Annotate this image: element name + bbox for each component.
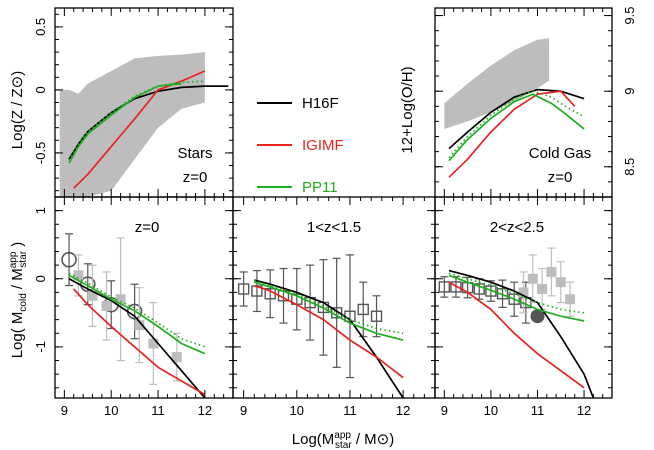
series-line-pp11-dotted	[254, 279, 404, 335]
data-point-circle	[61, 251, 77, 268]
observed-range-band	[444, 38, 550, 130]
y-tick-label: -0.5	[33, 142, 48, 164]
y-axis-label-oh: 12+Log(O/H)	[399, 66, 416, 153]
panel-label-z1: 1<z<1.5	[307, 219, 361, 236]
x-tick-label: 9	[61, 403, 68, 418]
panel-z2-2.5: 9 10 11 12 2<z<2.5	[434, 196, 613, 418]
x-tick-label: 10	[484, 403, 498, 418]
data-point-square	[171, 352, 182, 363]
panel-frame	[434, 196, 613, 399]
x-tick-label: 9	[240, 403, 247, 418]
series-line-pp11	[448, 93, 585, 162]
x-tick-label: 11	[151, 403, 165, 418]
data-point-square	[115, 294, 126, 305]
series-line-h16f	[68, 85, 229, 160]
panel-label-z2: 2<z<2.5	[490, 219, 544, 236]
data-point-square	[565, 294, 576, 305]
data-point-square	[237, 283, 250, 295]
x-tick-label: 12	[198, 403, 212, 418]
panel-label-z0: z=0	[135, 219, 160, 236]
y-tick-label: 9	[622, 88, 637, 95]
x-tick-label: 10	[290, 403, 304, 418]
data-point-square	[357, 303, 369, 316]
x-tick-label: 12	[577, 403, 591, 418]
data-point-square	[473, 283, 485, 295]
data-point-square	[450, 281, 462, 293]
data-point-square	[496, 288, 509, 300]
x-tick-label: 9	[441, 403, 448, 418]
panel-label-z0: z=0	[183, 169, 208, 186]
observed-range-band	[59, 52, 205, 197]
series-line-igimf	[448, 281, 585, 389]
data-point-square	[134, 320, 145, 331]
data-point-square	[546, 266, 557, 277]
series-line-igimf	[73, 288, 206, 396]
data-point-square	[537, 283, 548, 294]
series-line-pp11	[68, 274, 206, 355]
series-line-pp11	[68, 82, 182, 164]
legend-label-pp11: PP11	[302, 179, 338, 196]
series-line-h16f	[254, 279, 404, 398]
panel-stars: 0.5 0 -0.5 Stars z=0	[33, 7, 234, 198]
data-point-square	[518, 287, 529, 298]
series-line-pp11-dotted	[448, 272, 585, 314]
series-line-igimf	[448, 90, 576, 178]
data-point-square	[370, 310, 383, 322]
legend-label-h16f: H16F	[302, 95, 339, 112]
series-line-igimf	[73, 70, 206, 189]
data-point-square	[555, 277, 566, 288]
x-tick-label: 10	[104, 403, 118, 418]
x-tick-label: 12	[396, 403, 410, 418]
y-tick-label: -1	[33, 341, 48, 353]
series-line-h16f	[448, 269, 595, 398]
legend: H16F IGIMF PP11	[257, 95, 344, 196]
y-tick-label: 0	[33, 275, 48, 282]
series-line-igimf	[254, 284, 404, 379]
x-tick-label: 11	[343, 403, 357, 418]
y-axis-label-cold: Log( Mcold / Mappstar )	[8, 242, 29, 359]
data-point-square	[87, 290, 98, 301]
data-point-square	[485, 285, 497, 297]
legend-label-igimf: IGIMF	[302, 137, 344, 154]
y-axis-label-stars: Log(Z / Z⊙)	[9, 71, 26, 149]
panel-label-z0: z=0	[548, 169, 573, 186]
y-tick-label: 8.5	[622, 158, 637, 176]
panel-cold-gas: 9.5 9 8.5 Cold Gas z=0	[434, 7, 637, 198]
y-tick-label: 1	[33, 207, 48, 214]
panel-label-cold-gas: Cold Gas	[529, 145, 592, 162]
y-tick-label: 0	[33, 86, 48, 93]
data-point-square	[148, 338, 159, 349]
data-point-filled-circle	[530, 309, 545, 324]
y-tick-label: 0.5	[33, 18, 48, 36]
data-point-square	[438, 281, 451, 293]
data-point-square	[101, 301, 112, 312]
y-tick-label: 9.5	[622, 7, 637, 25]
x-tick-label: 11	[531, 403, 545, 418]
data-point-square	[73, 270, 84, 281]
panel-label-stars: Stars	[177, 145, 212, 162]
x-axis-label: Log(Mapp star / M⊙)	[292, 430, 394, 450]
series-line-pp11	[254, 281, 404, 341]
panel-z1-1.5: 9 10 11 12 1<z<1.5	[232, 196, 436, 418]
data-point-square	[527, 273, 538, 284]
series-line-pp11	[448, 274, 585, 322]
series-line-h16f	[68, 278, 206, 398]
